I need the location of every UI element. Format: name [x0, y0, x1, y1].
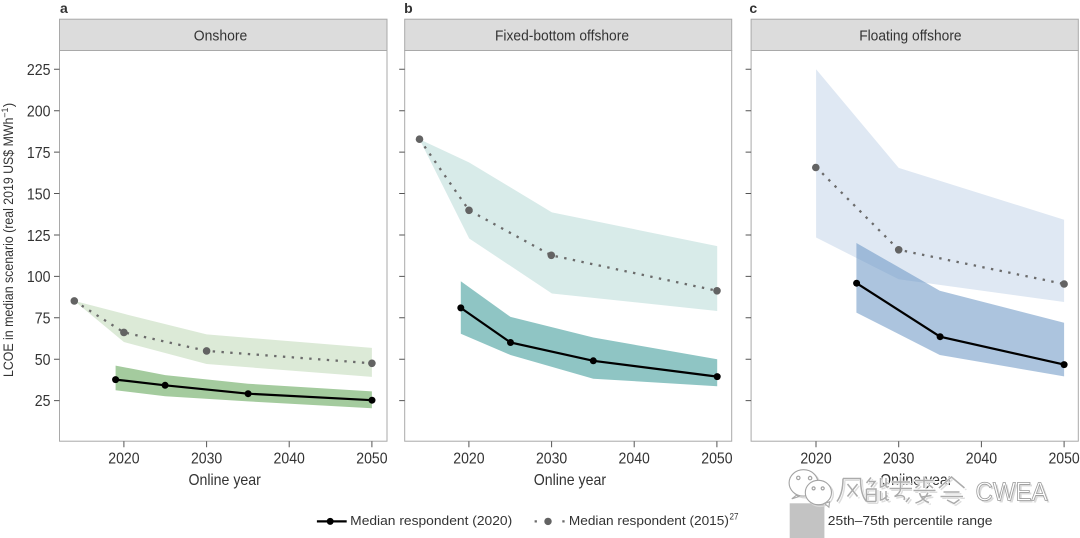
svg-text:Fixed-bottom offshore: Fixed-bottom offshore: [495, 28, 629, 44]
svg-text:−1: −1: [0, 108, 11, 118]
svg-text:Floating offshore: Floating offshore: [859, 28, 961, 44]
svg-text:c: c: [749, 0, 757, 16]
svg-text:2030: 2030: [191, 451, 222, 468]
svg-text:2040: 2040: [966, 451, 997, 468]
svg-text:27: 27: [730, 512, 739, 523]
svg-text:Online year: Online year: [189, 472, 262, 489]
svg-text:Median respondent (2020): Median respondent (2020): [350, 513, 512, 528]
svg-text:): ): [1, 103, 16, 108]
svg-text:a: a: [60, 0, 68, 16]
svg-text:2050: 2050: [701, 451, 732, 468]
svg-text:175: 175: [27, 145, 51, 162]
svg-text:Onshore: Onshore: [194, 28, 248, 44]
svg-text:Median respondent (2015): Median respondent (2015): [569, 513, 729, 528]
svg-text:2040: 2040: [274, 451, 305, 468]
svg-text:150: 150: [27, 186, 51, 203]
svg-text:2030: 2030: [883, 451, 914, 468]
svg-text:200: 200: [27, 104, 51, 121]
svg-text:25th–75th percentile range: 25th–75th percentile range: [828, 513, 993, 528]
svg-text:2020: 2020: [108, 451, 139, 468]
svg-text:25: 25: [35, 393, 51, 410]
svg-text:100: 100: [27, 269, 51, 286]
svg-text:50: 50: [35, 352, 51, 369]
svg-text:2040: 2040: [619, 451, 650, 468]
svg-text:2050: 2050: [1048, 451, 1079, 468]
svg-text:125: 125: [27, 228, 51, 245]
svg-text:b: b: [404, 0, 413, 16]
svg-text:2030: 2030: [536, 451, 567, 468]
svg-text:LCOE in median scenario (real: LCOE in median scenario (real 2019 US$ M…: [1, 118, 16, 377]
svg-text:CWEA: CWEA: [978, 479, 1051, 509]
svg-text:2050: 2050: [356, 451, 387, 468]
svg-text:Online year: Online year: [534, 472, 607, 489]
svg-text:2020: 2020: [453, 451, 484, 468]
svg-text:CWEA: CWEA: [976, 477, 1049, 507]
svg-text:2020: 2020: [800, 451, 831, 468]
svg-text:75: 75: [35, 311, 51, 328]
svg-text:225: 225: [27, 62, 51, 79]
